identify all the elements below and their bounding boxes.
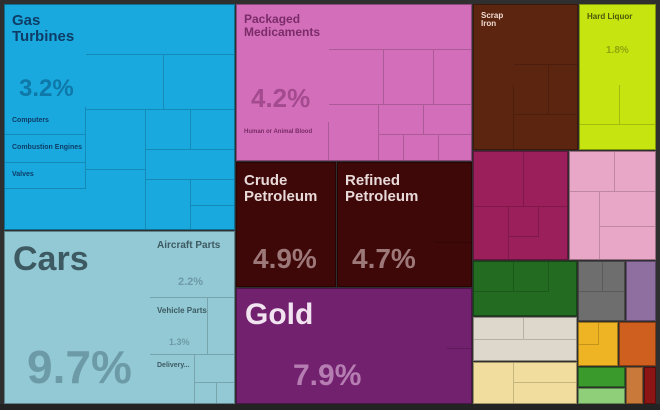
tile-other-group[interactable] [473,261,577,316]
tile-other-group[interactable] [578,261,625,321]
sub-block [509,207,539,237]
tile-refined-petroleum[interactable]: Refined Petroleum 4.7% [337,162,472,287]
tile-gold[interactable]: Gold 7.9% [236,288,472,404]
tile-other-group[interactable] [578,388,625,404]
sub-block [603,262,624,292]
tile-percent: 3.2% [19,75,74,102]
sub-block [580,85,620,125]
tile-label: Scrap Iron [481,11,504,29]
sub-block [514,65,549,115]
tile-other-group[interactable] [569,151,656,260]
sub-block [191,180,234,206]
tile-label: Gold [245,298,314,331]
sub-block [524,318,576,340]
sub-block [329,50,384,105]
tile-percent: 4.2% [251,83,311,113]
sub-block [191,110,234,150]
sub-block [195,383,217,403]
tile-hard-liquor[interactable]: Hard Liquor 1.8% [579,4,656,150]
sub-block [146,180,191,229]
sub-block [514,115,577,149]
tile-percent: 7.9% [293,359,362,392]
sub-block [435,243,471,286]
tile-packaged-medicaments[interactable]: Packaged Medicaments 4.2% Human or Anima… [236,4,472,161]
sub-block [164,55,234,110]
sub-block [570,152,615,192]
tile-other-group[interactable] [578,322,618,366]
tile-label: Hard Liquor [587,12,633,21]
tile-label: Refined Petroleum [345,172,419,205]
sub-block [474,363,514,403]
sub-block [474,262,514,292]
sub-block [615,152,655,192]
tile-percent: 4.7% [352,243,416,274]
tile-percent: 4.9% [253,243,317,274]
tile-label: Packaged Medicaments [244,12,321,39]
sub-block [146,150,234,180]
sub-block [435,163,471,243]
sub-block [329,105,379,160]
sub-block [329,5,471,50]
sub-block [579,262,603,292]
tile-label: Crude Petroleum [244,172,318,205]
sub-block [474,152,524,207]
sub-block [447,289,471,349]
sub-block [150,232,234,298]
tile-other-group[interactable] [578,367,625,387]
sub-block [474,318,524,340]
sub-block [549,65,577,115]
tile-crude-petroleum[interactable]: Crude Petroleum 4.9% [236,162,336,287]
sub-block [86,170,146,229]
tile-cars[interactable]: Cars 9.7% Aircraft Parts 2.2% Vehicle Pa… [4,231,235,404]
tile-gas-turbines[interactable]: Gas Turbines 3.2% Computers Combustion E… [4,4,235,230]
legend-strip [0,404,660,410]
sub-block [447,349,471,403]
tile-label: Gas Turbines [12,12,75,45]
tile-other-group[interactable] [473,362,577,404]
tile-percent: 1.8% [606,45,629,56]
sub-block [514,363,576,383]
sub-block [150,355,195,403]
sub-block [237,122,329,160]
tile-other-group[interactable] [473,151,568,260]
tile-other-group[interactable] [626,367,643,404]
sub-block [195,355,234,383]
sub-block [86,55,164,110]
sub-block [514,262,549,292]
sub-block [474,85,514,149]
sub-block [579,323,599,345]
tile-other-group[interactable] [619,322,656,366]
sub-block [434,50,471,105]
sub-block [150,298,208,355]
sub-block [600,192,655,227]
sub-block [208,298,234,355]
sub-block [549,262,576,315]
sub-block [580,125,655,149]
sub-block [620,85,655,125]
tile-percent: 9.7% [27,341,132,393]
sub-block [5,163,86,189]
sub-block [474,207,509,259]
sub-block [5,107,86,135]
tile-other-group[interactable] [644,367,656,404]
sub-block [514,5,577,65]
sub-block [524,152,567,207]
sub-block [86,5,234,55]
sub-block [384,50,434,105]
sub-block [86,110,146,170]
tile-other-group[interactable] [473,317,577,361]
sub-block [5,135,86,163]
sub-block [424,105,471,135]
sub-block [404,135,439,160]
tile-other-group[interactable] [626,261,656,321]
tile-label: Cars [13,240,89,278]
tile-scrap-iron[interactable]: Scrap Iron [473,4,578,150]
sub-block [570,192,600,259]
sub-block [379,135,404,160]
sub-block [146,110,191,150]
sub-block [379,105,424,135]
